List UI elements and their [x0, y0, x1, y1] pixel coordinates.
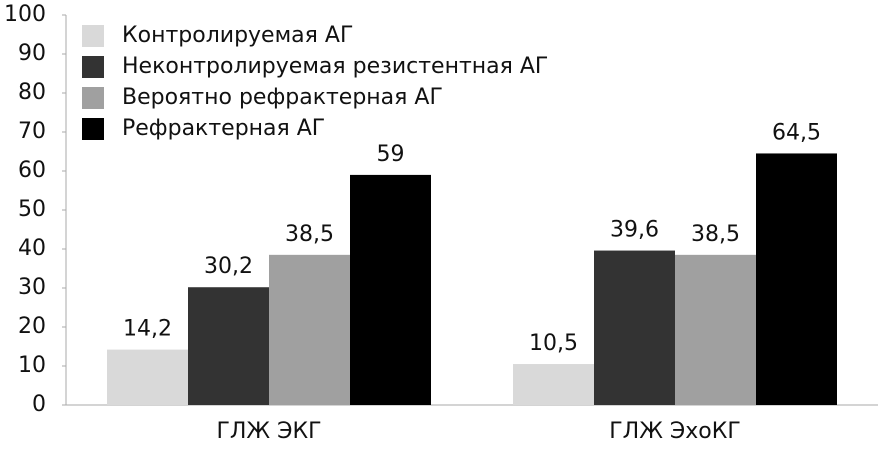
value-label: 59	[377, 142, 405, 167]
y-tick-label: 20	[18, 314, 46, 339]
legend-swatch	[82, 25, 104, 47]
value-label: 14,2	[123, 317, 172, 342]
y-tick-label: 30	[18, 275, 46, 300]
bar	[594, 250, 675, 405]
value-label: 38,5	[691, 222, 740, 247]
value-label: 30,2	[204, 254, 253, 279]
y-tick-label: 50	[18, 197, 46, 222]
y-tick-label: 60	[18, 158, 46, 183]
value-label: 10,5	[529, 331, 578, 356]
y-tick-label: 80	[18, 80, 46, 105]
bar	[350, 174, 431, 405]
y-tick-label: 0	[32, 392, 46, 417]
y-tick-label: 90	[18, 41, 46, 66]
bar	[675, 254, 756, 405]
legend-label: Контролируемая АГ	[122, 23, 353, 48]
legend-label: Вероятно рефрактерная АГ	[122, 85, 443, 110]
value-label: 38,5	[285, 222, 334, 247]
legend-swatch	[82, 118, 104, 140]
legend-swatch	[82, 87, 104, 109]
x-tick-label: ГЛЖ ЭКГ	[216, 419, 321, 444]
bar	[188, 287, 269, 405]
legend-label: Неконтролируемая резистентная АГ	[122, 54, 548, 79]
value-label: 64,5	[772, 120, 821, 145]
bar	[756, 153, 837, 405]
y-tick-label: 100	[4, 2, 46, 27]
bar	[269, 254, 350, 405]
legend-label: Рефрактерная АГ	[122, 116, 325, 141]
x-tick-label: ГЛЖ ЭхоКГ	[609, 419, 741, 444]
y-tick-label: 10	[18, 353, 46, 378]
y-tick-label: 70	[18, 119, 46, 144]
y-tick-label: 40	[18, 236, 46, 261]
value-label: 39,6	[610, 218, 659, 243]
bar	[513, 364, 594, 405]
bar	[107, 349, 188, 405]
legend-swatch	[82, 56, 104, 78]
